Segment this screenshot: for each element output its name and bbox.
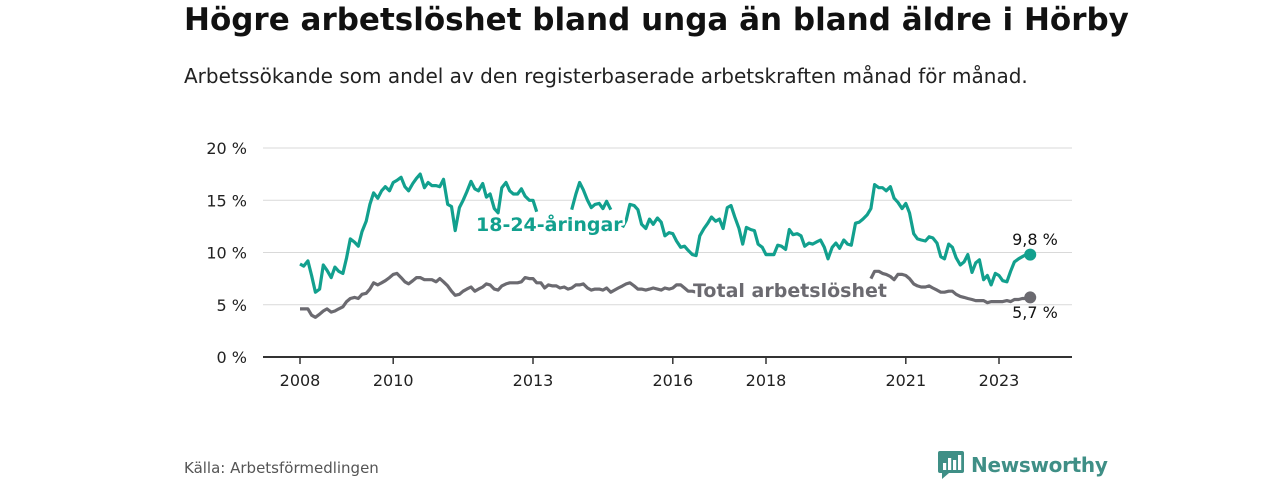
x-tick-label: 2013 bbox=[513, 371, 554, 390]
newsworthy-logo-icon bbox=[938, 451, 964, 479]
series-line-total bbox=[869, 269, 1031, 305]
end-point-total bbox=[1024, 291, 1037, 304]
series-label-total: Total arbetslöshet bbox=[693, 280, 887, 302]
y-tick-label: 15 % bbox=[206, 191, 247, 210]
x-tick-label: 2008 bbox=[280, 371, 321, 390]
brand-name: Newsworthy bbox=[971, 453, 1108, 477]
source-note: Källa: Arbetsförmedlingen bbox=[184, 459, 379, 477]
series-line-total bbox=[300, 271, 705, 319]
x-tick-label: 2021 bbox=[885, 371, 926, 390]
gridlines bbox=[263, 147, 1072, 306]
x-axis: 2008 2010 2013 2016 2018 2021 2023 bbox=[263, 356, 1072, 390]
y-tick-label: 5 % bbox=[217, 296, 247, 315]
series-label-total-halo: Total arbetslöshet bbox=[693, 280, 887, 302]
chart-subtitle: Arbetssökande som andel av den registerb… bbox=[184, 64, 1028, 88]
y-tick-label: 10 % bbox=[206, 244, 247, 263]
chart-title: Högre arbetslöshet bland unga än bland ä… bbox=[184, 2, 1129, 38]
x-tick-label: 2010 bbox=[373, 371, 414, 390]
x-tick-label: 2018 bbox=[746, 371, 787, 390]
series-label-youth: 18-24-åringar bbox=[476, 212, 623, 236]
series-line-youth bbox=[570, 180, 613, 211]
series-line-youth bbox=[621, 183, 1031, 287]
series-label-youth-halo: 18-24-åringar bbox=[476, 212, 623, 236]
y-tick-label: 20 % bbox=[206, 139, 247, 158]
x-tick-label: 2023 bbox=[979, 371, 1020, 390]
x-tick-label: 2016 bbox=[652, 371, 693, 390]
brand-logo[interactable]: Newsworthy bbox=[937, 449, 1108, 481]
y-axis-ticks: 0 % 5 % 10 % 15 % 20 % bbox=[206, 139, 247, 367]
series-line-youth bbox=[299, 172, 539, 294]
series-lines bbox=[299, 172, 1037, 319]
end-label-total: 5,7 % bbox=[1012, 303, 1058, 322]
end-label-youth: 9,8 % bbox=[1012, 230, 1058, 249]
end-point-youth bbox=[1024, 248, 1037, 261]
y-tick-label: 0 % bbox=[217, 348, 247, 367]
series-labels: 9,8 %5,7 %18-24-åringar18-24-åringarTota… bbox=[474, 210, 1058, 323]
